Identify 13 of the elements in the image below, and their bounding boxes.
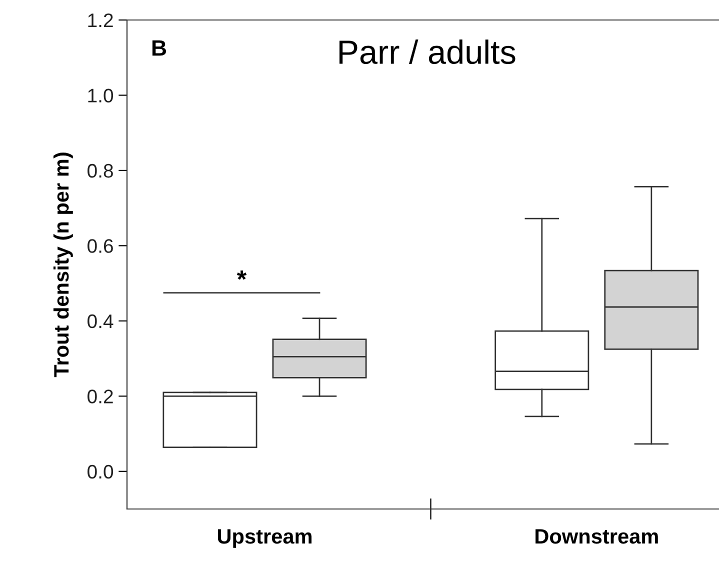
y-tick-label: 0.8 xyxy=(88,164,113,178)
y-tick-label: 0.0 xyxy=(88,464,114,479)
y-tick-label: 0.4 xyxy=(88,314,114,328)
x-tick-label: Upstream xyxy=(218,529,312,548)
x-tick-label: Downstream xyxy=(536,529,658,544)
annotation: B xyxy=(152,40,166,56)
y-tick-label: 1.0 xyxy=(88,88,114,102)
annotation: * xyxy=(236,270,247,280)
y-tick-label: 1.2 xyxy=(88,13,113,28)
chart-title: Parr / adults xyxy=(339,40,516,64)
y-axis-title: Trout density (n per m) xyxy=(53,152,73,378)
y-tick-label: 0.2 xyxy=(88,390,113,404)
y-tick-label: 0.6 xyxy=(88,239,113,253)
